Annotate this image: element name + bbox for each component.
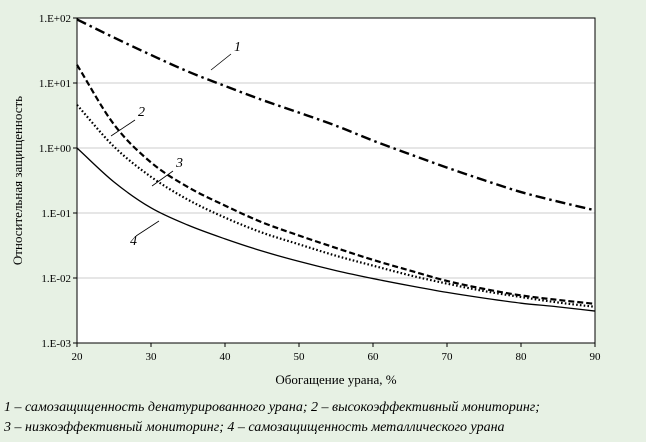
y-tick-label: 1.E+02	[39, 13, 71, 25]
series-label-leader-1	[210, 53, 232, 71]
series-label-1: 1	[234, 40, 241, 55]
x-tick-label: 60	[368, 351, 380, 363]
series-labels: 1 2 3 4	[110, 40, 241, 249]
x-tick-label: 50	[294, 351, 306, 363]
series-label-2: 2	[138, 105, 145, 120]
x-tick-label: 80	[516, 351, 528, 363]
x-tick-label: 30	[146, 351, 158, 363]
x-tick-label: 90	[590, 351, 602, 363]
series-label-leader-2	[110, 119, 136, 137]
plot-border	[76, 17, 596, 344]
y-axis-title: Относительная защищенность	[10, 96, 25, 265]
series-label-4: 4	[130, 234, 137, 249]
series-line-2	[76, 64, 596, 305]
y-tick-label: 1.E-03	[41, 338, 71, 350]
y-tick-label: 1.E-02	[41, 273, 71, 285]
caption-line-1: 1 – самозащищенность денатурированного у…	[4, 400, 540, 415]
series-label-leader-3	[151, 170, 174, 187]
series-line-1	[76, 18, 596, 212]
series-label-leader-4	[135, 220, 160, 237]
y-tick-label: 1.E+01	[39, 78, 71, 90]
y-tick-label: 1.E+00	[39, 143, 72, 155]
plot-area	[76, 17, 596, 344]
axis-ticks: 1.E-03 1.E-02 1.E-01 1.E+00 1.E+01 1.E+02 20 30…	[39, 13, 601, 363]
series-lines	[76, 18, 596, 312]
x-axis-title: Обогащение урана, %	[275, 372, 396, 387]
series-label-3: 3	[175, 156, 183, 171]
y-tick-label: 1.E-01	[41, 208, 71, 220]
series-line-4	[76, 147, 596, 312]
x-tick-label: 20	[72, 351, 84, 363]
x-tick-label: 70	[442, 351, 454, 363]
caption-line-2: 3 – низкоэффективный мониторинг; 4 – сам…	[4, 420, 505, 435]
x-tick-label: 40	[220, 351, 232, 363]
chart: 1.E-03 1.E-02 1.E-01 1.E+00 1.E+01 1.E+02 20 30…	[10, 13, 601, 387]
